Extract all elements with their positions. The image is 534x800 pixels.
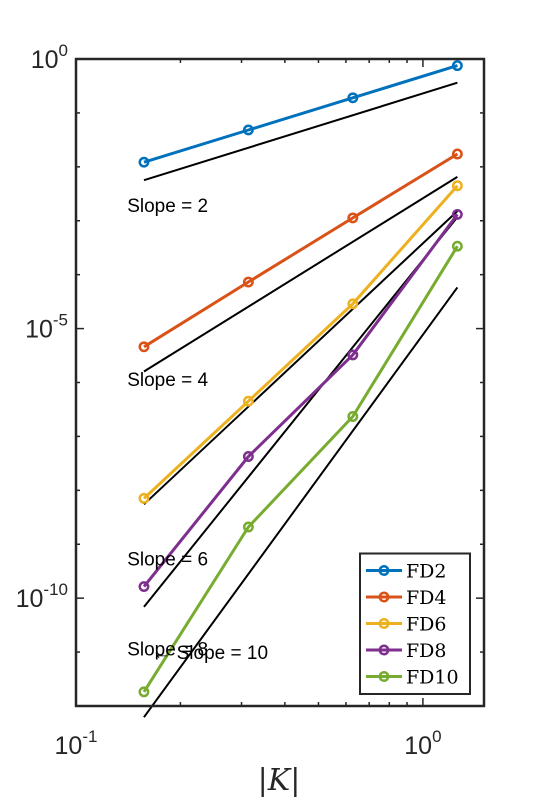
legend-label: FD6 [406, 614, 447, 636]
data-point-fd10 [138, 686, 150, 698]
tick-labels: 10-10 10-5 100 10-1 100 [16, 41, 442, 760]
data-point-fd2 [451, 60, 463, 72]
legend-label: FD8 [406, 640, 447, 662]
svg-text:10-5: 10-5 [25, 311, 68, 344]
reference-line-slope-2 [143, 81, 458, 182]
data-point-fd4 [242, 276, 254, 288]
series-line-fd6 [142, 184, 459, 500]
data-point-fd4 [451, 148, 463, 160]
data-point-fd8 [242, 451, 254, 462]
data-point-fd10 [242, 521, 254, 533]
data-point-fd10 [451, 240, 463, 252]
svg-text:100: 100 [31, 41, 68, 74]
series-line-fd2 [143, 64, 458, 164]
legend-swatch-marker [378, 644, 390, 656]
series-line-fd10 [142, 245, 459, 693]
data-point-fd8 [138, 581, 150, 593]
reference-line-slope-4 [143, 175, 458, 373]
svg-text:100: 100 [404, 727, 441, 760]
legend-label: FD10 [406, 667, 459, 689]
series-line-fd8 [142, 213, 459, 588]
legend-box [359, 552, 471, 695]
reference-line-slope-8 [143, 216, 459, 608]
data-point-fd8 [347, 349, 359, 361]
data-point-fd6 [347, 298, 359, 310]
data-point-fd6 [138, 492, 150, 504]
slope-annotation: ← Slope = 10 [152, 643, 268, 664]
reference-line-slope-6 [143, 210, 459, 506]
data-point-fd10 [347, 411, 359, 422]
data-point-fd6 [451, 180, 463, 192]
slope-annotation: Slope = 4 [127, 370, 208, 391]
data-point-fd4 [347, 212, 359, 224]
data-point-fd6 [242, 395, 254, 407]
data-point-fd2 [138, 156, 150, 168]
slope-annotation: Slope = 8 [127, 640, 208, 661]
legend-swatch-marker [378, 565, 390, 576]
x-axis-label: |K| [258, 763, 301, 798]
y-tick-label: 10-10 [16, 580, 68, 613]
x-tick-label: 10-1 [55, 727, 98, 760]
legend-swatch-marker [378, 671, 390, 682]
legend: FD2 FD4 FD6 FD8 FD10 [359, 552, 471, 695]
series-line-fd4 [143, 152, 459, 349]
slope-annotation: Slope = 2 [127, 196, 208, 217]
legend-swatch-marker [378, 591, 390, 603]
y-tick-label: 10-5 [25, 311, 68, 344]
legend-swatch-marker [378, 618, 390, 629]
reference-lines [143, 81, 459, 718]
data-point-fd8 [451, 208, 463, 220]
x-tick-label: 100 [404, 727, 441, 760]
reference-line-slope-10 [143, 286, 459, 718]
axis-ticks [75, 58, 484, 707]
slope-annotation: Slope = 6 [127, 550, 208, 571]
legend-label: FD2 [406, 561, 447, 583]
series-layer [138, 60, 463, 698]
svg-text:10-10: 10-10 [16, 580, 68, 613]
svg-text:10-1: 10-1 [55, 727, 98, 760]
y-tick-label: 100 [31, 41, 68, 74]
data-point-fd2 [347, 92, 359, 104]
data-point-fd4 [138, 341, 150, 353]
legend-label: FD4 [406, 587, 447, 609]
data-point-fd2 [242, 124, 254, 136]
annotations: Slope = 2 Slope = 4 Slope = 6 Slope = 8← Sl… [127, 196, 268, 664]
